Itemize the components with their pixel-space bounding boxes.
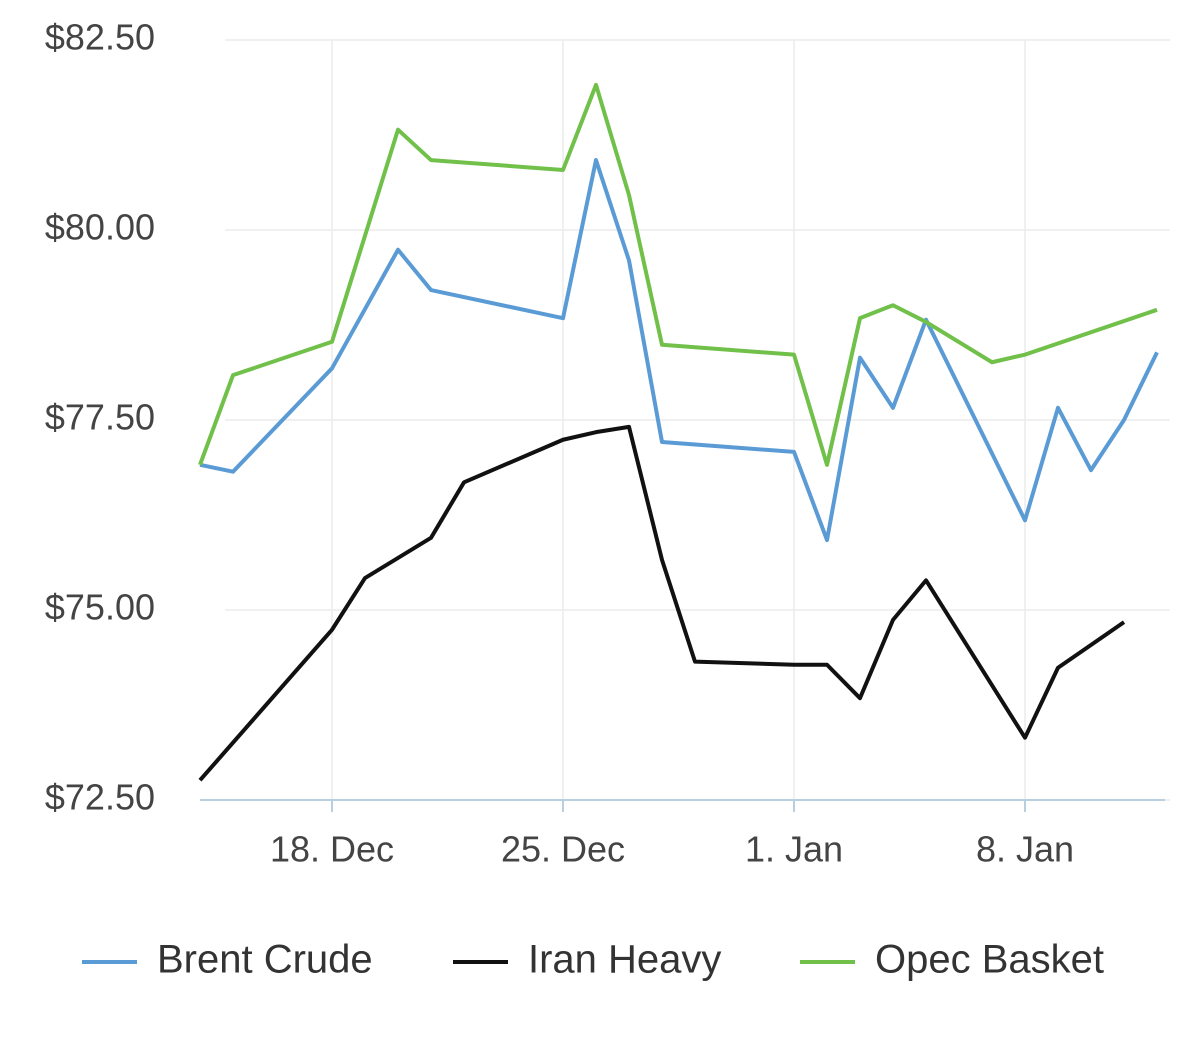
y-tick-label: $77.50 xyxy=(45,397,155,438)
y-tick-label: $72.50 xyxy=(45,777,155,818)
legend-label: Iran Heavy xyxy=(528,938,721,982)
series-line xyxy=(199,158,1159,543)
x-tick-label: 18. Dec xyxy=(270,829,394,870)
series-line xyxy=(198,424,1126,782)
y-tick-label: $75.00 xyxy=(45,587,155,628)
x-tick-label: 8. Jan xyxy=(976,829,1074,870)
y-tick-label: $80.00 xyxy=(45,207,155,248)
x-tick-label: 25. Dec xyxy=(501,829,625,870)
legend-label: Opec Basket xyxy=(875,938,1104,982)
series-line xyxy=(198,82,1158,467)
y-tick-label: $82.50 xyxy=(45,17,155,58)
x-tick-label: 1. Jan xyxy=(745,829,843,870)
legend-label: Brent Crude xyxy=(157,938,373,982)
